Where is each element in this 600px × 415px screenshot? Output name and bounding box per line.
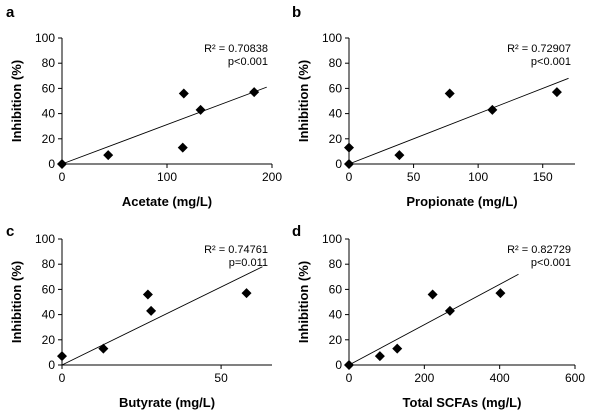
x-tick-label: 150: [533, 170, 553, 184]
data-point: [98, 343, 109, 354]
data-point: [487, 104, 498, 115]
r-squared-label: R² = 0.74761: [204, 244, 268, 256]
y-tick-label: 80: [42, 257, 56, 271]
x-tick-label: 50: [407, 170, 421, 184]
x-tick-label: 0: [59, 170, 66, 184]
y-tick-label: 40: [329, 107, 343, 121]
y-tick-label: 80: [329, 257, 343, 271]
data-point: [374, 351, 385, 362]
p-value-label: p<0.001: [228, 56, 268, 68]
x-tick-label: 0: [346, 170, 353, 184]
data-point: [146, 305, 157, 316]
x-tick-label: 50: [214, 371, 228, 385]
panel-letter: a: [6, 4, 15, 21]
y-tick-label: 100: [35, 232, 55, 246]
y-tick-label: 80: [329, 56, 343, 70]
y-axis-title: Inhibition (%): [296, 60, 311, 142]
y-axis-title: Inhibition (%): [296, 261, 311, 343]
x-tick-label: 0: [346, 371, 353, 385]
y-tick-label: 20: [42, 132, 56, 146]
x-tick-label: 200: [414, 371, 434, 385]
data-point: [427, 289, 438, 300]
y-tick-label: 0: [48, 157, 55, 171]
data-point: [103, 150, 114, 161]
panel-letter: c: [6, 223, 14, 240]
p-value-label: p<0.001: [531, 56, 571, 68]
trendline: [348, 273, 519, 366]
y-tick-label: 60: [329, 282, 343, 296]
panel-d: d 0 20 40 60 80 100 0 200 400 600 Total SCFAs (mg/L…: [292, 223, 585, 410]
y-tick-label: 80: [42, 56, 56, 70]
y-tick-label: 40: [42, 308, 56, 322]
data-point: [142, 289, 153, 300]
data-point: [394, 150, 405, 161]
data-point: [178, 88, 189, 99]
x-tick-label: 200: [262, 170, 282, 184]
trendline: [348, 77, 569, 165]
panel-c: c 0 20 40 60 80 100 0 50 Butyrate (mg/L) Inhibitio…: [6, 223, 272, 410]
data-point: [57, 351, 67, 362]
p-value-label: p<0.001: [531, 257, 571, 269]
data-point: [249, 87, 260, 98]
y-tick-label: 0: [48, 358, 55, 372]
x-axis-title: Acetate (mg/L): [122, 194, 212, 209]
y-tick-label: 100: [322, 31, 342, 45]
y-tick-label: 60: [329, 81, 343, 95]
x-axis-title: Propionate (mg/L): [406, 194, 517, 209]
data-point: [551, 87, 562, 98]
data-point: [344, 159, 354, 169]
x-tick-label: 0: [59, 371, 66, 385]
r-squared-label: R² = 0.70838: [204, 43, 268, 55]
y-tick-label: 100: [322, 232, 342, 246]
panel-letter: d: [292, 223, 301, 240]
data-point: [444, 305, 455, 316]
panel-a: a 0 20 40 60 80 100 0 100 200 Acetate (mg/L) Inhibi…: [6, 4, 282, 209]
y-tick-label: 60: [42, 81, 56, 95]
data-point: [344, 360, 354, 370]
y-tick-label: 100: [35, 31, 55, 45]
y-tick-label: 20: [329, 132, 343, 146]
y-tick-label: 20: [42, 333, 56, 347]
data-point: [57, 159, 67, 169]
data-point: [241, 288, 252, 299]
data-point: [344, 142, 354, 153]
r-squared-label: R² = 0.82729: [507, 244, 571, 256]
y-axis-title: Inhibition (%): [9, 261, 24, 343]
x-axis-title: Butyrate (mg/L): [119, 395, 215, 410]
x-tick-label: 100: [157, 170, 177, 184]
data-point: [177, 142, 188, 153]
y-tick-label: 0: [335, 157, 342, 171]
data-point: [392, 343, 403, 354]
data-point: [195, 104, 206, 115]
y-tick-label: 0: [335, 358, 342, 372]
y-tick-label: 60: [42, 282, 56, 296]
y-axis-title: Inhibition (%): [9, 60, 24, 142]
x-tick-label: 600: [565, 371, 585, 385]
x-axis-title: Total SCFAs (mg/L): [403, 395, 522, 410]
y-tick-label: 20: [329, 333, 343, 347]
data-point: [444, 88, 455, 99]
data-point: [495, 288, 506, 299]
panel-b: b 0 20 40 60 80 100 0 50 100 150 Propionate (mg/L) I…: [292, 4, 575, 209]
p-value-label: p=0.011: [229, 257, 268, 269]
x-tick-label: 100: [468, 170, 488, 184]
y-tick-label: 40: [329, 308, 343, 322]
panel-letter: b: [292, 4, 301, 21]
trendline: [61, 266, 263, 366]
r-squared-label: R² = 0.72907: [507, 43, 571, 55]
x-tick-label: 400: [490, 371, 510, 385]
trendline: [61, 86, 267, 165]
y-tick-label: 40: [42, 107, 56, 121]
